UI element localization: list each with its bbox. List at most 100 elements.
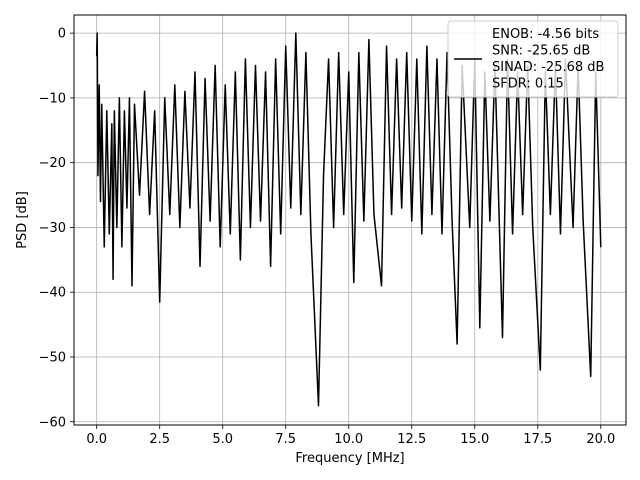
psd-data-point: [285, 45, 287, 47]
psd-data-point: [179, 226, 181, 229]
psd-data-point: [214, 64, 216, 67]
psd-data-point: [348, 71, 350, 73]
x-tick-label: 17.5: [523, 432, 552, 447]
psd-data-point: [327, 58, 330, 60]
psd-data-point: [280, 233, 282, 235]
psd-data-point: [295, 32, 297, 34]
psd-data-point: [290, 207, 292, 209]
psd-data-point: [411, 220, 413, 222]
y-tick-label: 0: [58, 27, 66, 42]
psd-data-point: [154, 110, 156, 112]
psd-data-point: [421, 233, 423, 235]
psd-data-point: [239, 259, 241, 261]
psd-data-point: [99, 200, 102, 203]
psd-data-point: [368, 39, 370, 41]
psd-data-point: [111, 123, 113, 125]
psd-data-point: [333, 226, 335, 229]
psd-data-point: [106, 110, 108, 112]
psd-data-point: [338, 51, 340, 54]
x-tick-label: 5.0: [212, 432, 233, 447]
y-tick-label: −20: [39, 156, 66, 171]
legend: ENOB: -4.56 bits SNR: -25.65 dB SINAD: -…: [447, 20, 619, 98]
psd-data-point: [396, 58, 398, 60]
psd-data-point: [128, 97, 131, 99]
psd-data-point: [385, 45, 388, 47]
psd-data-point: [456, 343, 458, 345]
psd-data-point: [431, 213, 433, 216]
psd-data-point: [184, 90, 186, 93]
psd-data-point: [224, 84, 226, 86]
series-layer: [95, 32, 602, 407]
legend-entry-enob: ENOB: -4.56 bits: [492, 27, 599, 42]
psd-data-point: [305, 51, 307, 54]
psd-data-point: [209, 220, 211, 222]
psd-data-point: [123, 110, 126, 112]
psd-data-point: [426, 45, 428, 47]
x-tick-label: 12.5: [397, 432, 426, 447]
y-axis: 0 −10 −20 −30 −40 −50 −60: [39, 27, 74, 430]
psd-data-point: [234, 71, 236, 73]
psd-data-point: [219, 246, 221, 248]
psd-data-point: [522, 213, 524, 216]
psd-data-point: [416, 58, 418, 60]
psd-data-point: [126, 207, 128, 209]
y-tick-label: −60: [39, 415, 66, 430]
psd-data-point: [390, 213, 393, 216]
psd-data-point: [254, 64, 257, 67]
psd-data-point: [582, 220, 584, 222]
psd-data-point: [590, 375, 592, 378]
psd-data-point: [143, 90, 146, 93]
psd-data-point: [401, 207, 403, 209]
psd-data-point: [489, 220, 491, 222]
psd-data-point: [539, 369, 541, 371]
psd-data-point: [532, 226, 534, 229]
psd-data-point: [199, 265, 201, 267]
x-axis-label: Frequency [MHz]: [295, 451, 404, 466]
psd-data-point: [149, 213, 151, 216]
psd-data-point: [103, 246, 105, 248]
psd-data-point: [353, 281, 355, 284]
psd-data-point: [138, 194, 141, 196]
x-tick-label: 0.0: [86, 432, 107, 447]
psd-data-point: [204, 77, 206, 80]
psd-data-point: [108, 233, 110, 235]
psd-data-point: [118, 97, 120, 99]
psd-data-point: [380, 285, 383, 287]
psd-data-point: [317, 404, 320, 407]
psd-data-point: [479, 327, 481, 329]
psd-data-point: [229, 233, 231, 235]
psd-data-point: [113, 110, 115, 112]
y-tick-label: −50: [39, 350, 66, 365]
psd-data-point: [159, 301, 161, 303]
psd-data-point: [164, 97, 166, 99]
psd-data-point: [549, 213, 551, 216]
psd-data-point: [98, 84, 100, 86]
psd-data-point: [446, 51, 448, 54]
psd-data-point: [96, 55, 98, 57]
psd-data-point: [101, 103, 103, 105]
psd-data-point: [249, 226, 252, 229]
psd-data-point: [194, 71, 196, 73]
psd-data-point: [264, 71, 267, 73]
psd-data-point: [174, 84, 176, 86]
psd-data-point: [451, 220, 453, 222]
psd-data-point: [270, 265, 272, 267]
x-tick-label: 20.0: [586, 432, 615, 447]
psd-data-point: [121, 246, 123, 248]
psd-data-point: [189, 207, 191, 209]
psd-data-point: [343, 213, 345, 216]
y-tick-label: −30: [39, 221, 66, 236]
psd-data-point: [501, 336, 504, 339]
psd-data-point: [244, 58, 246, 60]
legend-box: [447, 20, 619, 98]
psd-data-point: [373, 213, 375, 216]
psd-data-point: [600, 246, 602, 248]
psd-data-point: [131, 285, 133, 287]
psd-data-point: [363, 220, 365, 222]
psd-data-point: [97, 175, 99, 177]
psd-data-point: [310, 233, 312, 235]
psd-data-point: [322, 175, 325, 177]
x-tick-label: 10.0: [334, 432, 363, 447]
y-axis-label: PSD [dB]: [15, 191, 30, 249]
